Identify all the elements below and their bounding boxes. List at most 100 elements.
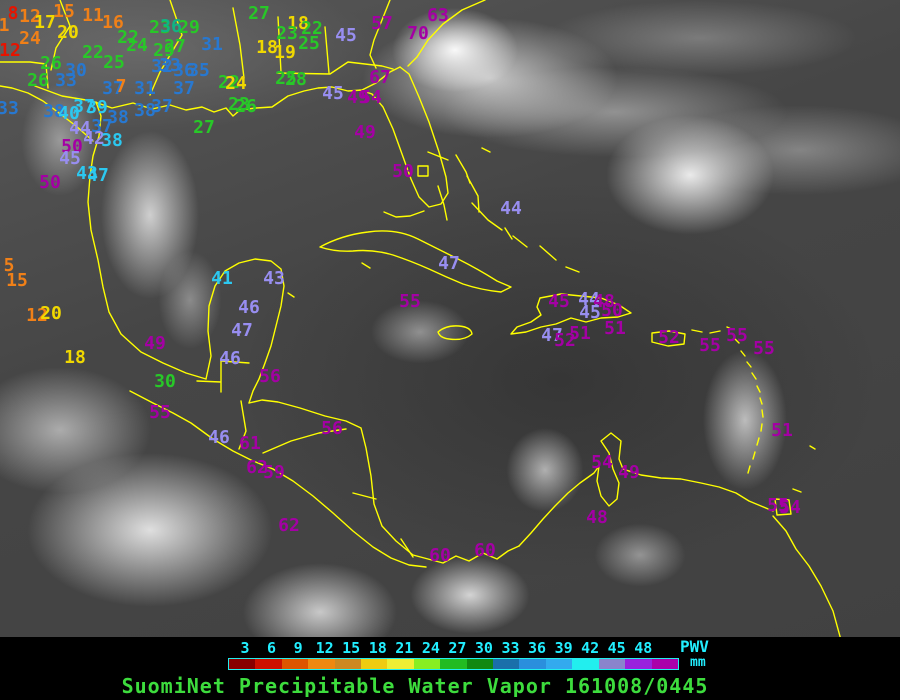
station-value: 29 [178,17,200,38]
station-value: 56 [321,418,343,439]
station-value: 37 [173,78,195,99]
colorbar-segment [598,659,626,669]
colorbar-segment [281,659,309,669]
station-value: 54 [779,497,801,518]
station-value: 12 [26,305,48,326]
station-value: 24 [126,35,148,56]
station-value: 25 [298,33,320,54]
station-value: 45 [579,302,601,323]
colorbar-segment [255,659,282,669]
station-value: 60 [429,545,451,566]
station-value: 55 [399,291,421,312]
colorbar-segment [651,659,678,669]
station-value: 35 [188,60,210,81]
station-value: 61 [239,433,261,454]
station-value: 39 [86,97,108,118]
colorbar-segment [334,659,362,669]
colorbar-tick: 3 [240,639,250,657]
station-value: 38 [43,101,65,122]
station-value: 38 [134,100,156,121]
station-value: 52 [658,327,680,348]
coastlines-overlay [0,0,842,640]
station-value: 59 [263,462,285,483]
station-value: 46 [238,297,260,318]
station-value: 25 [275,68,297,89]
station-value: 20 [57,22,79,43]
station-value: 51 [771,420,793,441]
station-value: 24 [19,28,41,49]
station-value: 22 [117,27,139,48]
station-value: 1 [0,15,10,36]
station-value: 11 [82,5,104,26]
station-value: 51 [604,318,626,339]
colorbar-tick: 15 [342,639,361,657]
florida-keys [383,210,425,218]
station-value: 45 [59,148,81,169]
colorbar-segment [440,659,467,669]
station-value: 57 [371,13,393,34]
colorbar-tick: 36 [528,639,547,657]
station-value: 54 [591,452,613,473]
colorbar-segment [466,659,494,669]
station-value: 49 [618,462,640,483]
station-value: 15 [6,270,28,291]
station-value: 31 [134,78,156,99]
mexico-coast-line [87,101,207,380]
station-value: 43 [76,163,98,184]
station-value: 42 [83,128,105,149]
station-value: 62 [278,515,300,536]
central-america-pacific-coast [129,390,427,568]
station-value: 5 [3,255,15,276]
colorbar-tick: 27 [448,639,467,657]
station-value: 52 [554,330,576,351]
colorbar-tick: 45 [607,639,626,657]
colorbar-tick: 21 [395,639,414,657]
station-value: 55 [726,325,748,346]
station-value: 29 [153,40,175,61]
trinidad-tobago [774,488,802,516]
colorbar-segment [519,659,546,669]
station-value: 18 [64,347,86,368]
station-value: 44 [578,289,600,310]
station-value: 18 [256,37,278,58]
station-value: 28 [285,69,307,90]
station-value: 33 [55,70,77,91]
station-value: 46 [219,348,241,369]
cuba-outline [319,230,512,293]
station-value: 7 [115,76,127,97]
station-value: 37 [151,96,173,117]
colorbar-segment [387,659,414,669]
colorbar-segment [493,659,520,669]
colorbar-segment [229,659,256,669]
station-value: 55 [767,495,789,516]
atlantic-coast-line [369,0,486,69]
station-value: 54 [360,87,382,108]
station-value: 17 [34,12,56,33]
station-value: 47 [231,320,253,341]
station-value: 50 [392,161,414,182]
station-value: 23 [149,17,171,38]
station-value: 41 [211,268,233,289]
station-value: 26 [235,96,257,117]
station-value: 22 [301,18,323,39]
satellite-image [0,0,900,640]
florida-outline [359,66,449,208]
station-value: 50 [601,300,623,321]
colorbar-tick: 30 [474,639,493,657]
colorbar-segment [545,659,573,669]
station-value: 45 [335,25,357,46]
station-value: 22 [218,72,240,93]
colorbar-segment [572,659,599,669]
colorbar-tick: 39 [554,639,573,657]
station-value: 38 [107,107,129,128]
colorbar-segment [361,659,388,669]
bahamas-islands [427,147,580,273]
colorbar-tick: 6 [267,639,277,657]
station-value: 32 [151,56,173,77]
station-value: 26 [40,53,62,74]
station-value: 67 [369,67,391,88]
belize-guatemala-borders [196,360,250,393]
station-value: 20 [40,303,62,324]
station-value: 45 [322,83,344,104]
pwv-unit-label: mm [690,655,706,670]
